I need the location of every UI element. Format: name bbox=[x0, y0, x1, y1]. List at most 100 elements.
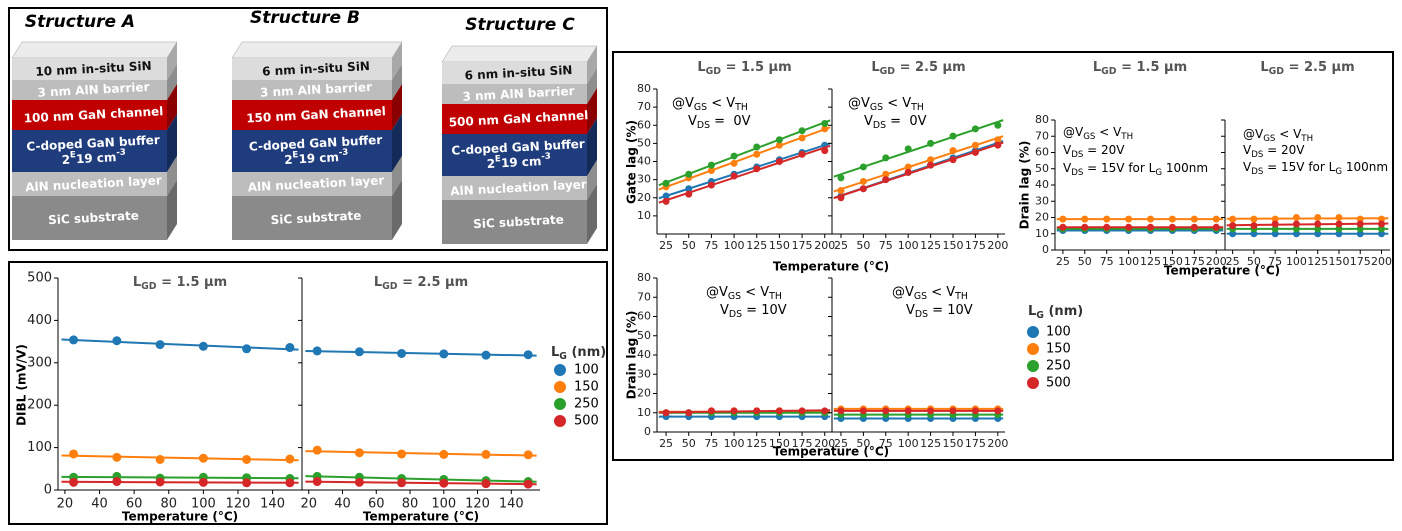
x-tick-label: 40 bbox=[334, 497, 351, 512]
point bbox=[285, 478, 294, 487]
x-axis-label: Temperature (°C) bbox=[122, 510, 238, 524]
point bbox=[950, 407, 957, 414]
point bbox=[1213, 224, 1220, 231]
point bbox=[927, 407, 934, 414]
legend-label: 250 bbox=[1046, 359, 1071, 374]
legend-marker bbox=[1027, 377, 1039, 389]
x-tick-label: 150 bbox=[943, 437, 964, 450]
y-tick-label: 60 bbox=[1035, 146, 1049, 159]
y-tick-label: 50 bbox=[1035, 162, 1049, 175]
x-tick-label: 125 bbox=[1140, 255, 1161, 268]
text-part: @V bbox=[1063, 125, 1084, 139]
y-tick-label: 300 bbox=[27, 355, 52, 370]
point bbox=[1169, 216, 1176, 223]
y-tick-label: 70 bbox=[637, 290, 651, 303]
point bbox=[1314, 221, 1321, 228]
x-tick-label: 100 bbox=[898, 437, 919, 450]
y-tick-label: 50 bbox=[637, 136, 651, 149]
x-tick-label: 125 bbox=[1307, 255, 1328, 268]
point bbox=[860, 185, 867, 192]
text-part: = 15V for L bbox=[1083, 161, 1155, 175]
point bbox=[1229, 216, 1236, 223]
y-axis-label: Gate lag (%) bbox=[625, 120, 639, 204]
text-part: L bbox=[1260, 60, 1268, 75]
point bbox=[753, 144, 760, 151]
point bbox=[69, 449, 78, 458]
text-part: G bbox=[1335, 167, 1342, 177]
text-part: DS bbox=[1251, 167, 1263, 177]
point bbox=[1314, 214, 1321, 221]
point bbox=[860, 407, 867, 414]
point bbox=[1213, 216, 1220, 223]
block-top bbox=[442, 46, 597, 62]
point bbox=[731, 160, 738, 167]
text-part: = 10V bbox=[928, 303, 973, 318]
point bbox=[524, 480, 533, 489]
point bbox=[112, 477, 121, 486]
point bbox=[313, 477, 322, 486]
point bbox=[242, 344, 251, 353]
point bbox=[524, 450, 533, 459]
text-part: = 15V for L bbox=[1263, 160, 1335, 174]
legend-label: 500 bbox=[574, 414, 599, 429]
x-tick-label: 175 bbox=[1350, 255, 1371, 268]
point bbox=[397, 349, 406, 358]
text-part: = 0V bbox=[886, 114, 927, 129]
text-part: L bbox=[374, 275, 382, 290]
point bbox=[731, 173, 738, 180]
point bbox=[1335, 221, 1342, 228]
text-part: DS bbox=[1251, 150, 1263, 160]
point bbox=[112, 336, 121, 345]
text-part: = 2.5 µm bbox=[1284, 60, 1355, 75]
y-tick-label: 80 bbox=[637, 82, 651, 95]
text-part: GD bbox=[382, 281, 398, 292]
text-part: < V bbox=[707, 96, 735, 111]
trend-line bbox=[305, 482, 536, 485]
point bbox=[156, 340, 165, 349]
legend-marker bbox=[554, 398, 566, 410]
annotation: VDS = 15V for LG 100nm bbox=[1063, 161, 1208, 178]
point bbox=[905, 145, 912, 152]
point bbox=[481, 479, 490, 488]
text-part: TH bbox=[954, 291, 968, 302]
point bbox=[837, 194, 844, 201]
point bbox=[708, 162, 715, 169]
point bbox=[1272, 221, 1279, 228]
point bbox=[397, 449, 406, 458]
legend-marker bbox=[1027, 326, 1039, 338]
y-tick-label: 80 bbox=[1035, 113, 1049, 126]
block-top bbox=[232, 42, 402, 58]
point bbox=[1059, 216, 1066, 223]
point bbox=[663, 180, 670, 187]
x-tick-label: 50 bbox=[682, 239, 696, 252]
text-part: GS bbox=[728, 291, 741, 302]
text-part: @V bbox=[706, 285, 728, 300]
text-part: = 2.5 µm bbox=[398, 275, 469, 290]
panel-title: LGD = 1.5 µm bbox=[133, 275, 227, 292]
x-tick-label: 50 bbox=[1247, 255, 1261, 268]
text-part: GD bbox=[1269, 66, 1285, 77]
trend-line bbox=[61, 477, 298, 478]
text-part: = 20V bbox=[1083, 143, 1125, 157]
y-tick-label: 10 bbox=[637, 406, 651, 419]
text-part: @V bbox=[848, 96, 870, 111]
point bbox=[821, 120, 828, 127]
trend-line bbox=[61, 482, 298, 483]
point bbox=[731, 153, 738, 160]
annotation: VDS = 0V bbox=[688, 114, 751, 131]
point bbox=[663, 409, 670, 416]
point bbox=[439, 450, 448, 459]
point bbox=[1081, 224, 1088, 231]
point bbox=[950, 156, 957, 163]
point bbox=[1250, 216, 1257, 223]
point bbox=[731, 407, 738, 414]
point bbox=[994, 122, 1001, 129]
text-part: TH bbox=[910, 102, 924, 113]
x-tick-label: 125 bbox=[746, 239, 767, 252]
point bbox=[439, 479, 448, 488]
point bbox=[753, 151, 760, 158]
panel-title: LGD = 1.5 µm bbox=[1093, 60, 1187, 77]
x-axis-label: Temperature (°C) bbox=[773, 445, 889, 459]
